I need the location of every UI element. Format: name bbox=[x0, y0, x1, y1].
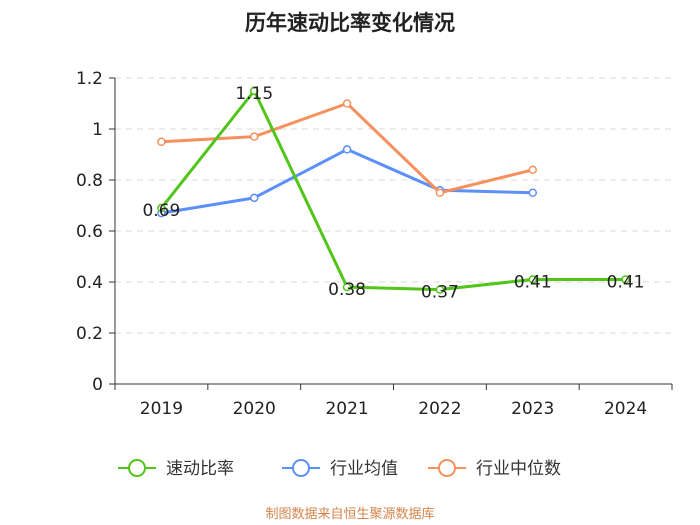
data-label: 0.38 bbox=[328, 280, 366, 300]
data-label: 0.69 bbox=[142, 201, 180, 221]
axis-layer: 0 0.2 0.4 0.6 0.8 1 1.2 2019 2020 2021 2022 2023 202… bbox=[76, 69, 673, 419]
x-tick-label: 2021 bbox=[325, 399, 368, 419]
legend-label-0: 速动比率 bbox=[166, 459, 234, 479]
x-tick-label: 2020 bbox=[233, 399, 276, 419]
data-point bbox=[342, 99, 352, 108]
series-layer bbox=[157, 86, 630, 294]
data-point bbox=[157, 137, 166, 146]
data-point bbox=[528, 165, 537, 175]
data-point bbox=[250, 193, 259, 203]
y-tick-label: 0.2 bbox=[76, 324, 103, 344]
data-point bbox=[528, 275, 537, 284]
chart-title: 历年速动比率变化情况 bbox=[245, 11, 455, 35]
y-tick-label: 0.8 bbox=[76, 171, 103, 191]
data-point bbox=[342, 282, 352, 292]
series-line-1 bbox=[161, 147, 533, 215]
data-point bbox=[250, 86, 259, 95]
data-point bbox=[435, 188, 445, 197]
grid-layer bbox=[115, 77, 672, 334]
data-point bbox=[621, 275, 630, 284]
data-label: 0.41 bbox=[607, 272, 645, 292]
legend-label-2: 行业中位数 bbox=[476, 459, 561, 479]
x-tick-label: 2024 bbox=[604, 399, 647, 419]
legend: 速动比率 行业均值 行业中位数 bbox=[118, 459, 561, 479]
y-tick-label: 0.4 bbox=[76, 273, 103, 293]
data-label-layer: 0.69 1.15 0.38 0.37 0.41 0.41 bbox=[142, 84, 644, 303]
data-label: 0.41 bbox=[514, 272, 552, 292]
legend-marker-0 bbox=[128, 459, 146, 477]
data-point bbox=[528, 188, 537, 197]
legend-label-1: 行业均值 bbox=[330, 459, 398, 479]
y-tick-label: 0.6 bbox=[76, 222, 103, 242]
x-tick-label: 2022 bbox=[418, 399, 461, 419]
data-point bbox=[342, 145, 352, 154]
x-tick-label: 2019 bbox=[140, 399, 183, 419]
y-tick-label: 0 bbox=[92, 375, 103, 395]
y-tick-label: 1 bbox=[92, 120, 103, 140]
series-line-0 bbox=[160, 89, 626, 292]
y-tick-label: 1.2 bbox=[76, 69, 103, 89]
legend-marker-2 bbox=[438, 459, 456, 477]
source-credit: 制图数据来自恒生聚源数据库 bbox=[265, 506, 434, 522]
legend-marker-1 bbox=[292, 459, 310, 477]
data-label: 0.37 bbox=[421, 283, 459, 303]
x-tick-label: 2023 bbox=[511, 399, 554, 419]
data-point bbox=[157, 203, 166, 213]
data-label: 1.15 bbox=[235, 84, 273, 104]
data-point bbox=[250, 132, 259, 141]
data-point bbox=[435, 285, 445, 294]
